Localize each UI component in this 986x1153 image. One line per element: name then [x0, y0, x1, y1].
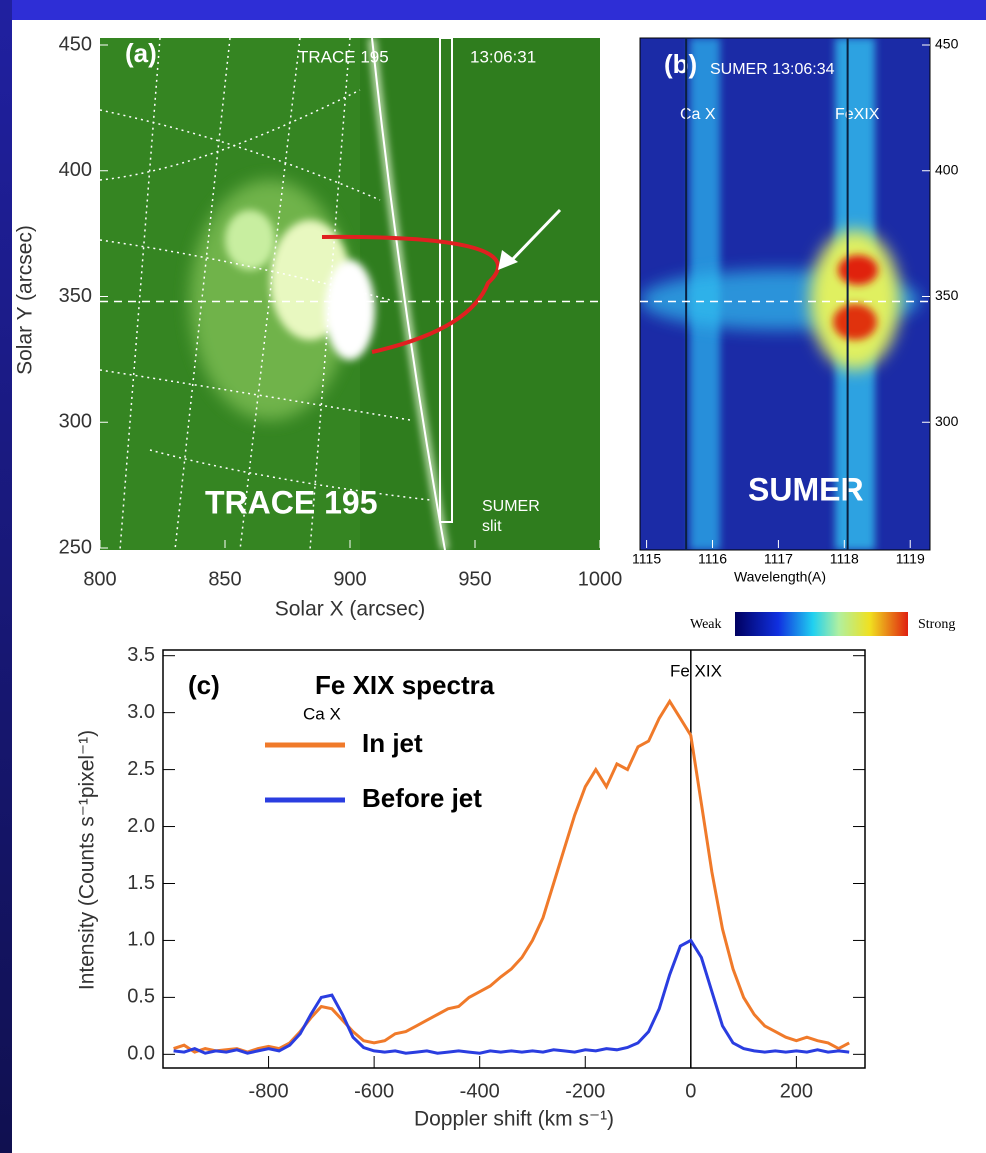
trace-image: [100, 38, 600, 550]
sumer-image: [640, 38, 930, 550]
series-line: [173, 698, 850, 1054]
y-tick-label: 450: [935, 36, 959, 52]
x-axis-title: Wavelength(A): [734, 569, 826, 585]
line-label: FeXIX: [835, 106, 880, 123]
colorbar: [735, 612, 908, 636]
y-tick-label: 2.5: [127, 758, 155, 780]
y-tick-label: 350: [59, 285, 92, 307]
colorbar-label: Weak: [690, 617, 722, 632]
x-tick-label: 950: [458, 568, 491, 590]
y-tick-label: 400: [59, 159, 92, 181]
plot-frame: [162, 649, 866, 1069]
x-tick-label: 200: [780, 1080, 813, 1102]
overlay-label: SUMER: [748, 471, 864, 507]
y-tick-label: 3.0: [127, 701, 155, 723]
y-axis-title: Solar Y (arcsec): [14, 225, 37, 375]
y-tick-label: 250: [59, 536, 92, 558]
y-tick-label: 2.0: [127, 815, 155, 837]
y-tick-label: 400: [935, 161, 959, 177]
x-tick-label: 1000: [578, 568, 623, 590]
x-tick-label: 1118: [830, 551, 859, 567]
y-tick-label: 350: [935, 287, 959, 303]
x-tick-label: -600: [354, 1080, 394, 1102]
overlay-label: TRACE 195: [205, 484, 378, 520]
x-axis-title: Doppler shift (km s⁻¹): [414, 1108, 614, 1131]
image-time: 13:06:31: [470, 47, 536, 66]
x-tick-label: -400: [460, 1080, 500, 1102]
line-label: Ca X: [680, 106, 716, 123]
slit-label: SUMER: [482, 498, 540, 515]
y-tick-label: 300: [935, 413, 959, 429]
x-tick-label: -800: [249, 1080, 289, 1102]
y-tick-label: 1.0: [127, 929, 155, 951]
x-tick-label: -200: [565, 1080, 605, 1102]
y-tick-label: 1.5: [127, 872, 155, 894]
annotation: Ca X: [303, 704, 341, 723]
x-tick-label: 850: [208, 568, 241, 590]
legend-label: Before jet: [362, 783, 482, 813]
frame: [0, 0, 12, 1153]
y-tick-label: 0.5: [127, 986, 155, 1008]
x-tick-label: 1117: [764, 551, 793, 567]
x-tick-label: 1115: [632, 551, 661, 567]
sumer-frame: [639, 37, 931, 551]
y-tick-label: 0.0: [127, 1043, 155, 1065]
series-line: [173, 938, 850, 1055]
x-tick-label: 0: [685, 1080, 696, 1102]
x-tick-label: 1116: [698, 551, 727, 567]
y-axis-title: Intensity (Counts s⁻¹pixel⁻¹): [76, 730, 99, 990]
annotation: Fe XIX: [670, 661, 722, 680]
colorbar-label: Strong: [918, 617, 955, 632]
panel-label: (a): [125, 38, 157, 68]
y-tick-label: 450: [59, 33, 92, 55]
x-tick-label: 800: [83, 568, 116, 590]
y-tick-label: 3.5: [127, 644, 155, 666]
x-tick-label: 1119: [896, 551, 925, 567]
legend-label: In jet: [362, 728, 423, 758]
x-tick-label: 900: [333, 568, 366, 590]
panel-label: (b): [664, 49, 697, 79]
x-axis-title: Solar X (arcsec): [275, 598, 426, 621]
image-title: SUMER 13:06:34: [710, 61, 835, 78]
y-tick-label: 300: [59, 411, 92, 433]
panel-label: (c): [188, 670, 220, 700]
image-title: TRACE 195: [298, 47, 389, 66]
slit-label: slit: [482, 518, 502, 535]
chart-title: Fe XIX spectra: [315, 670, 495, 700]
